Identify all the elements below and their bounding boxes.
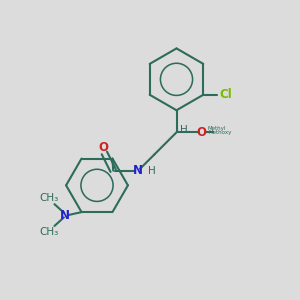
Text: Methoxy: Methoxy — [208, 130, 232, 135]
Text: CH₃: CH₃ — [40, 193, 59, 203]
Text: CH₃: CH₃ — [40, 227, 59, 237]
Text: N: N — [133, 164, 143, 177]
Text: Cl: Cl — [220, 88, 232, 101]
Text: O: O — [98, 141, 108, 154]
Text: H: H — [148, 166, 155, 176]
Text: O: O — [196, 126, 206, 139]
Text: Methyl: Methyl — [207, 126, 225, 131]
Text: H: H — [180, 125, 188, 135]
Text: N: N — [60, 208, 70, 222]
